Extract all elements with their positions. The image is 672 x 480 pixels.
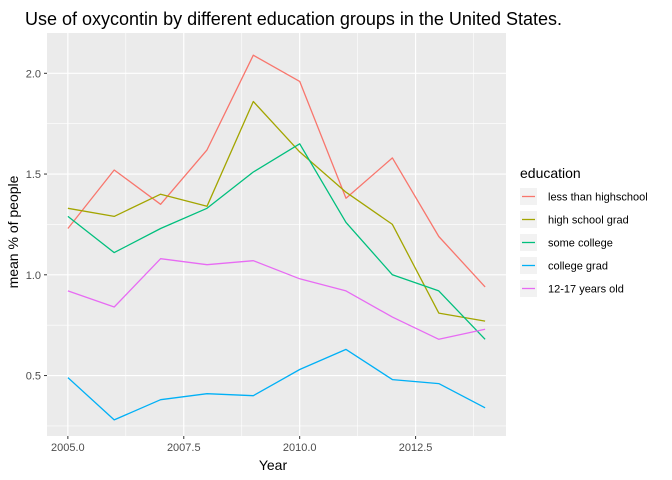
series-line (67, 258, 486, 340)
legend: education less than highschool high schoo… (520, 165, 648, 297)
legend-label: less than highschool (548, 192, 648, 204)
y-axis: 0.5 1.0 1.5 2.0 (26, 68, 47, 383)
y-tick-label: 1.5 (26, 169, 41, 181)
y-tick-label: 1.0 (26, 270, 41, 282)
series-line (67, 54, 486, 288)
y-axis-title: mean % of people (5, 175, 21, 288)
series-line (67, 100, 486, 322)
x-tick-label: 2012.5 (399, 442, 433, 454)
legend-label: 12-17 years old (548, 284, 624, 296)
series-line (67, 143, 486, 340)
legend-label: college grad (548, 261, 608, 273)
x-tick-label: 2010.0 (283, 442, 317, 454)
series-line (67, 348, 486, 421)
y-tick-label: 2.0 (26, 68, 41, 80)
x-axis-title: Year (259, 457, 288, 473)
x-tick-label: 2005.0 (51, 442, 85, 454)
plot-panel (47, 33, 506, 436)
y-tick-label: 0.5 (26, 371, 41, 383)
major-gridlines (47, 33, 506, 436)
legend-label: some college (548, 238, 613, 250)
series-lines (67, 54, 486, 421)
x-axis: 2005.0 2007.5 2010.0 2012.5 (51, 436, 432, 454)
chart-title: Use of oxycontin by different education … (25, 9, 562, 29)
minor-gridlines (47, 33, 506, 436)
x-tick-label: 2007.5 (167, 442, 201, 454)
legend-label: high school grad (548, 215, 629, 227)
legend-title: education (520, 165, 581, 181)
